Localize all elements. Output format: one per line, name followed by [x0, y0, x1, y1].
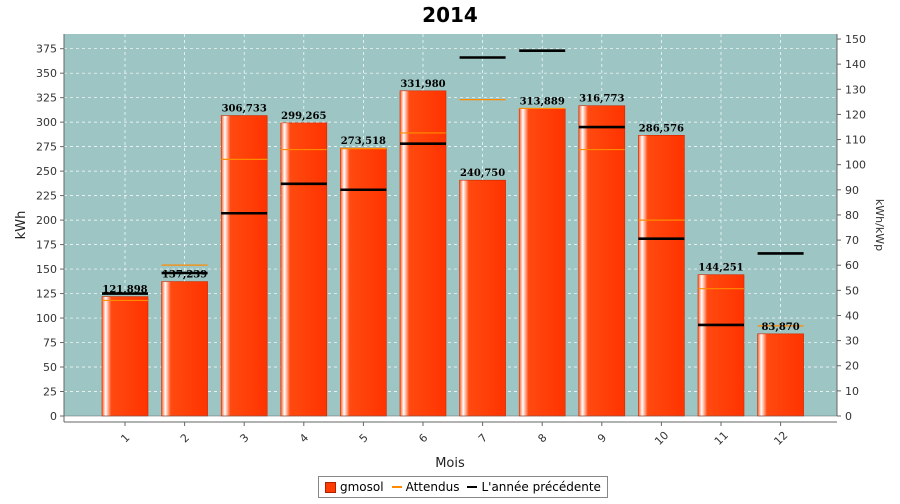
data-label: 313,889: [520, 97, 565, 108]
y-tick-label: 150: [36, 263, 57, 276]
y-tick-label: 350: [36, 67, 57, 80]
data-label: 240,750: [460, 168, 505, 179]
bar-month-7: [459, 179, 506, 417]
y-tick-label: 75: [43, 337, 57, 350]
y2-tick-label: 100: [845, 159, 866, 172]
legend-label: gmosol: [340, 480, 384, 494]
y2-tick-label: 130: [845, 83, 866, 96]
x-tick-label: 4: [297, 431, 311, 445]
legend-swatch-bar: [325, 481, 336, 493]
data-labels: 121,898 137,239 306,733 299,265 273,518 331,9…: [102, 79, 799, 333]
bar-month-2: [161, 281, 208, 417]
y2-tick-label: 20: [845, 360, 859, 373]
bar-month-12: [757, 333, 804, 417]
x-tick-label: 5: [357, 431, 371, 445]
data-label: 286,576: [639, 123, 684, 134]
y-tick-label: 250: [36, 165, 57, 178]
data-label: 273,518: [341, 136, 386, 147]
bar-month-10: [638, 135, 685, 417]
y2-tick-label: 10: [845, 385, 859, 398]
y2-tick-label: 60: [845, 259, 859, 272]
legend-item-attendus: Attendus: [391, 480, 460, 494]
y-tick-label: 200: [36, 214, 57, 227]
bars: [101, 90, 804, 417]
data-label: 121,898: [102, 285, 147, 296]
y-tick-label: 375: [36, 43, 57, 56]
bar-month-6: [399, 90, 447, 417]
bar-month-3: [220, 115, 268, 417]
y-tick-label: 100: [36, 312, 57, 325]
x-tick-label: 10: [652, 429, 671, 448]
data-label: 144,251: [698, 263, 743, 274]
y-tick-label: 125: [36, 288, 57, 301]
y-tick-label: 225: [36, 190, 57, 203]
y2-tick-label: 140: [845, 58, 866, 71]
data-label: 331,980: [400, 79, 445, 90]
markers: [102, 49, 804, 327]
legend-label: Attendus: [405, 480, 460, 494]
x-tick-label: 3: [237, 431, 251, 445]
x-axis-label: Mois: [435, 456, 465, 471]
x-tick-label: 11: [712, 429, 731, 448]
legend-swatch-black-line: [467, 486, 478, 488]
y-tick-label: 175: [36, 239, 57, 252]
data-label: 83,870: [761, 322, 799, 333]
legend: gmosol Attendus L'année précédente: [318, 476, 608, 498]
x-tick-label: 7: [476, 431, 490, 445]
x-tick-label: 2: [178, 431, 192, 445]
y2-tick-label: 50: [845, 284, 859, 297]
y2-tick-label: 0: [845, 410, 852, 423]
y2-tick-label: 150: [845, 33, 866, 46]
bar-month-5: [340, 147, 387, 417]
y2-tick-label: 30: [845, 335, 859, 348]
data-label: 306,733: [222, 104, 267, 115]
y2-tick-label: 70: [845, 234, 859, 247]
y-tick-label: 50: [43, 361, 57, 374]
bar-month-9: [578, 105, 626, 417]
y-tick-label: 25: [43, 386, 57, 399]
x-tick-label: 9: [595, 431, 609, 445]
y2-tick-label: 120: [845, 108, 866, 121]
legend-swatch-orange-line: [391, 486, 402, 488]
bar-month-4: [280, 122, 328, 417]
data-label: 299,265: [281, 111, 326, 122]
chart-title: 2014: [422, 3, 478, 27]
y-tick-label: 275: [36, 141, 57, 154]
y2-axis-label: kWh/kWp: [873, 199, 886, 251]
x-tick-label: 12: [771, 429, 790, 448]
x-tick-label: 1: [118, 431, 132, 445]
y2-tick-label: 90: [845, 184, 859, 197]
x-tick-label: 6: [416, 431, 430, 445]
x-tick-label: 8: [535, 431, 549, 445]
bar-month-11: [697, 274, 745, 417]
y2-tick-label: 40: [845, 309, 859, 322]
legend-item-gmosol: gmosol: [325, 480, 384, 494]
legend-label: L'année précédente: [481, 480, 601, 494]
y2-tick-label: 80: [845, 209, 859, 222]
bar-month-1: [101, 296, 149, 417]
y2-tick-label: 110: [845, 134, 866, 147]
data-label: 137,239: [162, 270, 207, 281]
bar-month-8: [518, 108, 566, 417]
y-tick-label: 325: [36, 92, 57, 105]
y-tick-label: 0: [50, 410, 57, 423]
y-tick-label: 300: [36, 116, 57, 129]
legend-item-previous-year: L'année précédente: [467, 480, 601, 494]
y-axis-label: kWh: [14, 211, 29, 240]
data-label: 316,773: [579, 94, 624, 105]
